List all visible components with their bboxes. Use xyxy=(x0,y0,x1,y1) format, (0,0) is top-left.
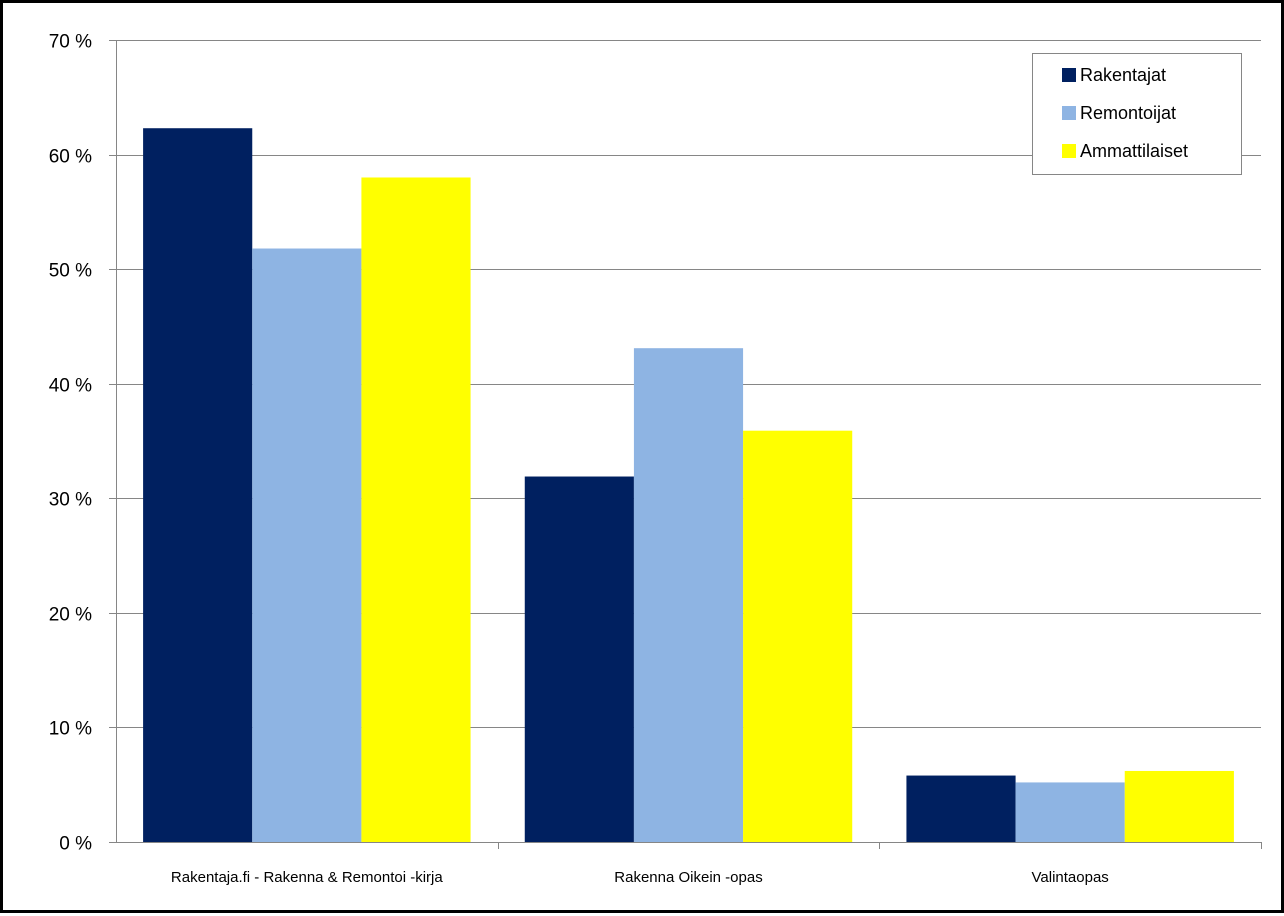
bar-rakentajat-1 xyxy=(524,476,634,842)
legend-swatch-ammattilaiset xyxy=(1062,144,1076,158)
bar-ammattilaiset-1 xyxy=(743,430,853,842)
y-tick-label: 70 % xyxy=(49,32,92,53)
bar-chart: 0 % 10 % 20 % 30 % 40 % 50 % 60 % 70 % Rakentaj… xyxy=(49,32,1262,886)
legend-label-rakentajat: Rakentajat xyxy=(1080,65,1166,85)
axes xyxy=(109,40,1262,849)
y-axis-tick-labels: 0 % 10 % 20 % 30 % 40 % 50 % 60 % 70 % xyxy=(49,32,92,855)
legend-label-remontoijat: Remontoijat xyxy=(1080,103,1176,123)
bars xyxy=(143,128,1234,843)
y-tick-label: 0 % xyxy=(59,834,92,855)
y-tick-label: 60 % xyxy=(49,147,92,168)
bar-ammattilaiset-0 xyxy=(361,177,471,842)
legend-swatch-rakentajat xyxy=(1062,68,1076,82)
bar-rakentajat-2 xyxy=(906,775,1016,842)
x-axis-category-labels: Rakentaja.fi - Rakenna & Remontoi -kirja… xyxy=(171,869,1109,886)
y-tick-label: 20 % xyxy=(49,605,92,626)
bar-remontoijat-2 xyxy=(1015,782,1125,842)
y-tick-label: 40 % xyxy=(49,376,92,397)
y-tick-label: 30 % xyxy=(49,490,92,511)
x-category-label: Valintaopas xyxy=(1032,869,1109,886)
legend: Rakentajat Remontoijat Ammattilaiset xyxy=(1032,53,1242,175)
legend-swatch-remontoijat xyxy=(1062,106,1076,120)
bar-rakentajat-0 xyxy=(143,128,253,843)
bar-ammattilaiset-2 xyxy=(1124,770,1234,842)
legend-label-ammattilaiset: Ammattilaiset xyxy=(1080,141,1188,161)
x-category-label: Rakenna Oikein -opas xyxy=(614,869,762,886)
x-category-label: Rakentaja.fi - Rakenna & Remontoi -kirja xyxy=(171,869,443,886)
bar-remontoijat-1 xyxy=(633,348,744,842)
bar-remontoijat-0 xyxy=(252,248,362,842)
y-tick-label: 50 % xyxy=(49,261,92,282)
y-tick-label: 10 % xyxy=(49,719,92,740)
